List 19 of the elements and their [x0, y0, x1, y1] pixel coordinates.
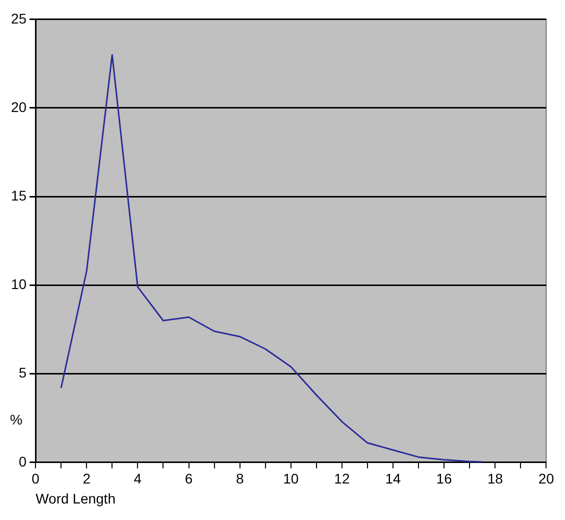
x-tick-label: 20: [538, 470, 554, 487]
y-tick-label: 0: [18, 453, 27, 470]
x-axis-title: Word Length: [36, 490, 116, 506]
x-tick-label: 18: [487, 470, 504, 487]
x-tick-label: 2: [82, 470, 91, 487]
x-tick-label: 10: [283, 470, 299, 487]
y-tick-label: 5: [18, 364, 27, 381]
y-tick-label: 10: [10, 276, 27, 292]
y-tick-label: 20: [10, 98, 27, 115]
x-tick-label: 8: [236, 470, 244, 487]
x-tick-label: 12: [334, 470, 350, 487]
y-tick-label: 25: [10, 10, 27, 26]
y-tick-label: 15: [10, 187, 27, 204]
x-tick-label: 16: [436, 470, 452, 487]
x-tick-label: 14: [385, 470, 402, 487]
x-tick-label: 6: [184, 470, 193, 487]
x-tick-label: 4: [134, 470, 142, 487]
x-tick-label: 0: [32, 470, 40, 487]
y-axis-title: %: [10, 411, 22, 428]
